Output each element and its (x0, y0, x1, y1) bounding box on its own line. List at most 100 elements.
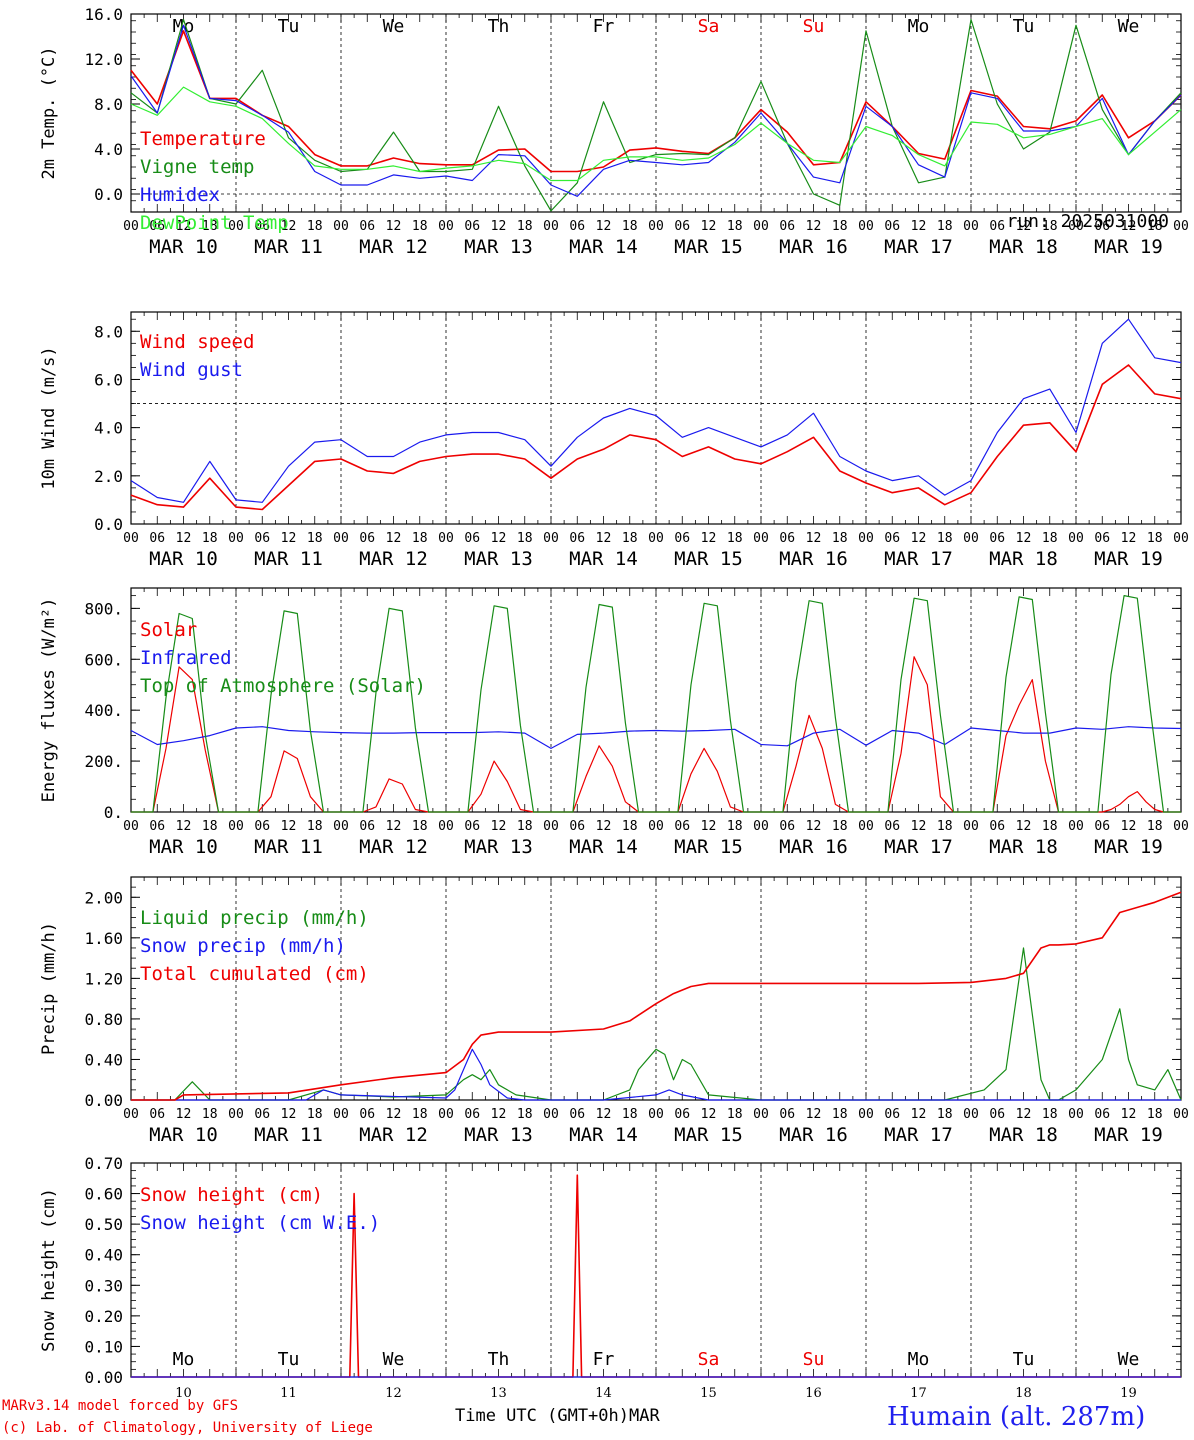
date-label: MAR 19 (1094, 236, 1163, 258)
y-tick-label: 0.00 (84, 1368, 123, 1387)
hour-tick-label: 00 (333, 819, 349, 834)
hour-tick-label: 12 (1121, 1107, 1137, 1122)
hour-tick-label: 12 (596, 531, 612, 546)
date-label: MAR 14 (569, 1124, 638, 1146)
hour-tick-label: 06 (989, 219, 1005, 234)
y-tick-label: 0.50 (84, 1215, 123, 1234)
legend-label: Solar (140, 619, 197, 641)
hour-tick-label: 00 (438, 219, 454, 234)
day-number-label: 15 (700, 1386, 717, 1401)
time-axis-label: Time UTC (GMT+0h)MAR (455, 1406, 660, 1426)
hour-tick-label: 18 (517, 1107, 533, 1122)
hour-tick-label: 12 (1016, 219, 1032, 234)
y-tick-label: 12.0 (84, 50, 123, 69)
y-axis-title: Snow height (cm) (39, 1188, 59, 1352)
hour-tick-label: 00 (858, 219, 874, 234)
legend-label: Total cumulated (cm) (140, 963, 369, 985)
weekday-label: Sa (698, 16, 720, 37)
hour-tick-label: 00 (753, 1107, 769, 1122)
series-line-1 (131, 656, 1181, 813)
weekday-label: Th (488, 1349, 510, 1370)
series-line-2 (130, 726, 1182, 750)
hour-tick-label: 18 (622, 531, 638, 546)
hour-tick-label: 06 (149, 819, 165, 834)
hour-tick-label: 12 (701, 531, 717, 546)
y-tick-label: 0.70 (84, 1154, 123, 1173)
y-tick-label: 8.0 (94, 95, 123, 114)
hour-tick-label: 18 (937, 819, 953, 834)
y-tick-label: 8.0 (94, 322, 123, 341)
hour-tick-label: 12 (701, 1107, 717, 1122)
date-label: MAR 16 (779, 836, 848, 858)
hour-tick-label: 06 (464, 1107, 480, 1122)
date-label: MAR 13 (464, 836, 533, 858)
hour-tick-label: 12 (491, 219, 507, 234)
day-number-label: 11 (280, 1386, 297, 1401)
hour-tick-label: 12 (281, 819, 297, 834)
hour-tick-label: 06 (989, 531, 1005, 546)
weekday-label: We (1118, 16, 1140, 37)
hour-tick-label: 12 (281, 219, 297, 234)
date-label: MAR 19 (1094, 548, 1163, 570)
hour-tick-label: 18 (937, 531, 953, 546)
hour-tick-label: 12 (491, 819, 507, 834)
date-label: MAR 10 (149, 1124, 218, 1146)
y-axis-title: 2m Temp. (°C) (39, 46, 59, 179)
weekday-label: Tu (1013, 1349, 1035, 1370)
weekday-label: Mo (908, 1349, 930, 1370)
hour-tick-label: 18 (412, 819, 428, 834)
day-number-label: 16 (805, 1386, 822, 1401)
panel-snow: 0.70 0.60 0.50 0.40 0.30 0.20 0.10 0.00 Snow hei… (39, 1154, 1182, 1401)
y-tick-label: 2.00 (84, 888, 123, 907)
y-tick-label: 16.0 (84, 5, 123, 24)
hour-tick-label: 12 (701, 219, 717, 234)
day-number-label: 12 (385, 1386, 402, 1401)
hour-tick-label: 00 (753, 219, 769, 234)
hour-tick-label: 00 (858, 819, 874, 834)
panel-energy: 800. 600. 400. 200. 0. Energy fluxes (W/m²) 00… (39, 587, 1189, 858)
date-label: MAR 15 (674, 548, 743, 570)
hour-tick-label: 12 (911, 819, 927, 834)
hour-tick-label: 06 (149, 219, 165, 234)
hour-tick-label: 06 (569, 819, 585, 834)
hour-tick-label: 06 (254, 1107, 270, 1122)
hour-tick-label: 00 (1173, 819, 1189, 834)
hour-tick-label: 00 (123, 1107, 139, 1122)
weekday-label: Su (803, 1349, 825, 1370)
date-label: MAR 15 (674, 836, 743, 858)
date-label: MAR 16 (779, 548, 848, 570)
legend-label: Wind speed (140, 331, 254, 353)
hour-tick-label: 12 (596, 1107, 612, 1122)
hour-tick-label: 18 (622, 819, 638, 834)
hour-tick-label: 18 (1042, 819, 1058, 834)
hour-tick-label: 06 (884, 531, 900, 546)
legend-label: Snow precip (mm/h) (140, 935, 346, 957)
hour-tick-label: 00 (228, 819, 244, 834)
y-tick-label: 0.0 (94, 185, 123, 204)
date-label: MAR 13 (464, 236, 533, 258)
hour-tick-label: 12 (491, 1107, 507, 1122)
weekday-label: Th (488, 16, 510, 37)
hour-tick-label: 00 (333, 531, 349, 546)
hour-tick-label: 18 (937, 219, 953, 234)
hour-tick-label: 12 (911, 1107, 927, 1122)
y-tick-label: 1.20 (84, 969, 123, 988)
hour-tick-label: 12 (806, 219, 822, 234)
series-line-1 (130, 30, 1182, 173)
hour-tick-label: 06 (254, 819, 270, 834)
date-label: MAR 15 (674, 1124, 743, 1146)
legend-label: Wind gust (140, 359, 243, 381)
hour-tick-label: 12 (596, 219, 612, 234)
date-label: MAR 11 (254, 236, 323, 258)
hour-tick-label: 18 (727, 819, 743, 834)
y-tick-label: 0.0 (94, 515, 123, 534)
legend-label: Liquid precip (mm/h) (140, 907, 369, 929)
legend-label: Infrared (140, 647, 232, 669)
hour-tick-label: 18 (1042, 219, 1058, 234)
hour-tick-label: 00 (648, 531, 664, 546)
run-annotation: run: 2025031000 (1006, 211, 1169, 232)
hour-tick-label: 06 (149, 1107, 165, 1122)
date-label: MAR 14 (569, 236, 638, 258)
hour-tick-label: 18 (832, 1107, 848, 1122)
hour-tick-label: 12 (806, 1107, 822, 1122)
